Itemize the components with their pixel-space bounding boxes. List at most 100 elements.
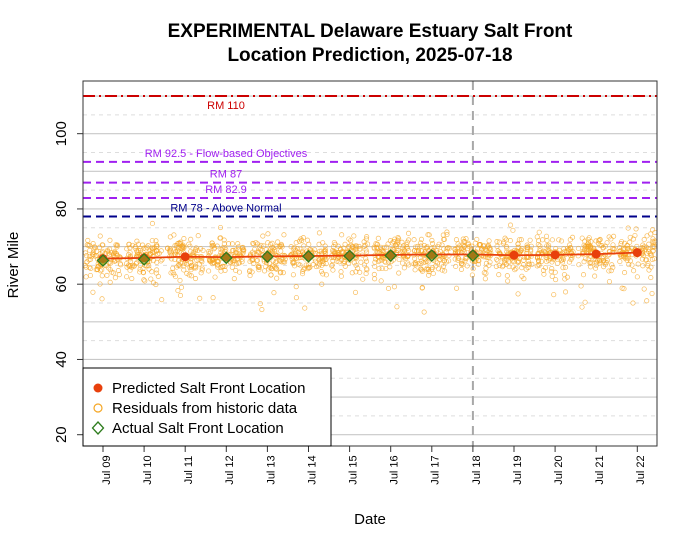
residual-point — [232, 257, 238, 263]
residual-point — [639, 256, 645, 262]
residual-point — [83, 274, 89, 280]
residual-point — [140, 242, 146, 248]
residual-point — [604, 257, 610, 264]
residual-point — [536, 262, 542, 268]
x-tick-label: Jul 20 — [553, 455, 565, 484]
residual-point — [430, 265, 436, 271]
residual-point — [99, 296, 105, 302]
residual-point — [256, 267, 262, 273]
residual-point — [608, 236, 614, 242]
residual-point — [525, 258, 531, 264]
residual-point — [109, 269, 115, 275]
residual-point — [651, 256, 657, 262]
residual-point — [269, 266, 275, 272]
residual-point — [255, 264, 261, 270]
residual-point — [537, 245, 543, 252]
residual-point — [175, 262, 181, 269]
residual-point — [556, 237, 562, 243]
reference-lines: RM 110 RM 92.5 - Flow-based Objectives RM … — [83, 95, 657, 218]
residual-point — [453, 237, 459, 243]
x-tick-label: Jul 18 — [471, 455, 483, 484]
residual-point — [622, 255, 628, 261]
actual-point — [219, 251, 233, 265]
residual-point — [438, 261, 445, 267]
residual-point — [513, 265, 519, 272]
x-tick-label: Jul 13 — [265, 455, 277, 484]
residual-point — [587, 260, 594, 266]
residual-point — [515, 291, 521, 297]
residual-point — [430, 270, 436, 277]
residual-point — [625, 225, 631, 231]
residual-point — [535, 251, 542, 257]
residual-point — [549, 237, 555, 243]
residual-point — [335, 249, 342, 255]
residual-point — [280, 270, 286, 276]
residual-point — [339, 232, 345, 238]
residual-point — [281, 232, 287, 238]
residual-point — [610, 242, 616, 248]
residual-point — [494, 239, 500, 245]
residual-point — [610, 264, 616, 271]
residual-point — [518, 237, 524, 243]
residual-point — [212, 274, 218, 280]
y-tick-label: 40 — [53, 351, 70, 368]
residual-point — [527, 237, 533, 243]
actual-point — [302, 249, 315, 263]
residual-point — [496, 272, 502, 278]
residual-point — [114, 251, 120, 257]
residual-point — [597, 258, 603, 264]
residual-point — [297, 262, 303, 268]
residual-point — [195, 233, 201, 239]
residual-point — [94, 248, 100, 254]
residual-point — [515, 241, 521, 247]
residual-point — [278, 248, 284, 254]
residual-point — [356, 243, 362, 249]
residual-point — [647, 250, 653, 256]
residual-point — [231, 276, 237, 282]
residual-point — [253, 240, 259, 246]
residual-point — [300, 235, 306, 241]
residual-point — [566, 259, 572, 265]
residual-point — [469, 243, 475, 249]
legend-label-actual: Actual Salt Front Location — [112, 420, 284, 437]
residual-point — [418, 240, 424, 246]
residual-point — [341, 258, 347, 264]
residual-point — [342, 241, 348, 247]
residual-point — [145, 243, 151, 249]
residual-point — [541, 271, 547, 277]
residual-point — [330, 248, 336, 254]
residual-point — [195, 247, 201, 254]
residual-point — [127, 250, 133, 256]
residual-point — [188, 236, 194, 242]
residual-point — [106, 260, 112, 266]
residual-point — [363, 258, 370, 264]
residual-point — [399, 239, 405, 245]
residual-point — [168, 270, 174, 276]
residual-point — [542, 265, 548, 271]
residual-point — [90, 289, 96, 295]
reference-label-1: RM 92.5 - Flow-based Objectives — [145, 148, 308, 160]
residual-point — [362, 242, 368, 248]
residual-point — [318, 269, 324, 275]
residual-point — [379, 265, 385, 272]
residual-point — [582, 243, 588, 250]
residual-point — [147, 251, 153, 257]
residual-point — [159, 297, 165, 303]
residual-point — [154, 267, 160, 273]
actual-point — [260, 250, 274, 264]
residual-point — [372, 276, 378, 282]
residual-point — [434, 247, 440, 253]
residual-point — [84, 259, 90, 265]
residual-point — [304, 237, 311, 243]
residual-point — [293, 295, 299, 301]
residual-point — [639, 245, 645, 251]
residual-point — [436, 241, 442, 247]
residual-point — [646, 267, 652, 273]
residual-point — [625, 246, 631, 252]
residual-point — [412, 267, 418, 273]
residual-point — [421, 309, 427, 315]
residual-point — [364, 234, 370, 240]
residual-point — [306, 241, 312, 247]
residual-point — [137, 266, 143, 272]
residual-point — [640, 242, 646, 248]
